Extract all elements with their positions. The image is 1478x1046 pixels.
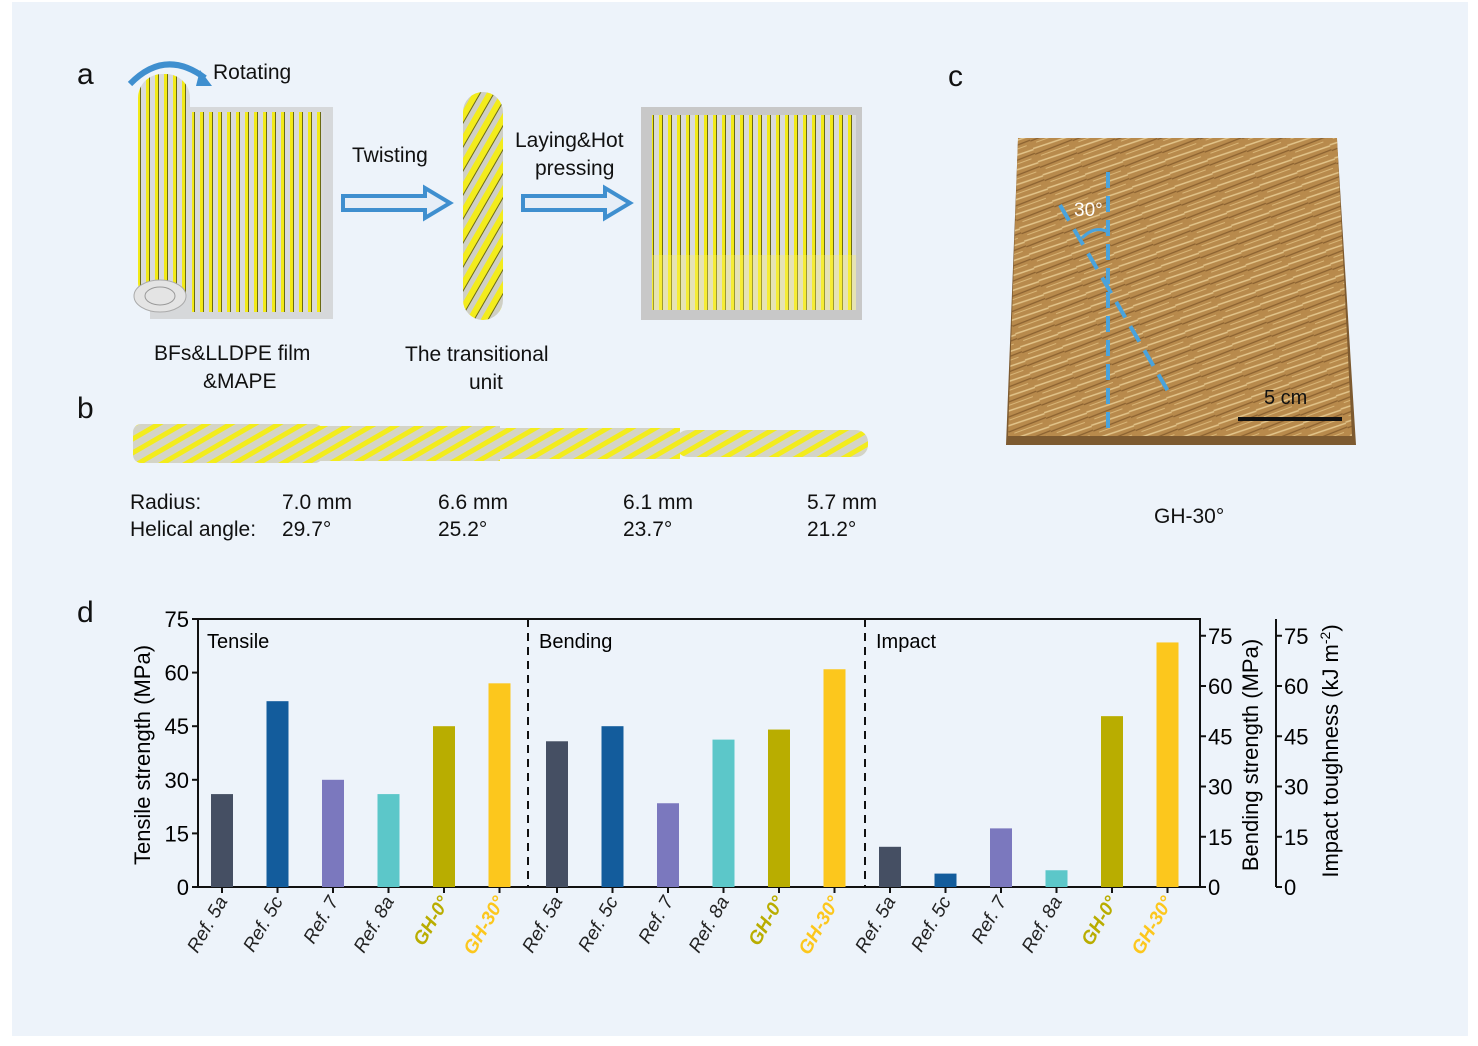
impact-axis-tick-label: 0 — [1284, 875, 1296, 900]
unit-label: The transitional — [405, 343, 549, 366]
x-axis-category-label: Ref. 8a — [1018, 893, 1067, 957]
angle-value: 25.2° — [438, 518, 488, 541]
bar-tensile — [433, 726, 455, 887]
panel-label-a: a — [77, 58, 94, 91]
bending-axis-tick-label: 45 — [1208, 724, 1232, 749]
panel-label-b: b — [77, 392, 94, 425]
x-axis-category-label: Ref. 5a — [519, 893, 568, 957]
x-axis-category-label: GH-30° — [1128, 893, 1178, 959]
impact-axis-tick-label: 45 — [1284, 724, 1308, 749]
bending-axis-tick-label: 0 — [1208, 875, 1220, 900]
bar-impact — [1045, 870, 1068, 887]
x-axis-category-label: Ref. 5a — [184, 893, 233, 957]
radius-value: 6.6 mm — [438, 491, 509, 514]
scale-bar — [1238, 417, 1342, 421]
bar-impact — [1156, 642, 1179, 887]
radius-value: 6.1 mm — [623, 491, 694, 514]
laying-label: Laying&Hot — [515, 129, 624, 152]
x-axis-category-label: Ref. 7 — [968, 892, 1012, 948]
rotating-arrow-icon — [127, 61, 207, 87]
x-axis-category-label: GH-0° — [410, 893, 455, 950]
materials-label: BFs&LLDPE film — [154, 342, 311, 365]
pressing-arrow-icon — [521, 184, 634, 222]
bar-impact — [990, 828, 1012, 887]
sample-caption: GH-30° — [1154, 505, 1225, 528]
bar-bending — [768, 729, 790, 887]
materials-label-2: &MAPE — [203, 370, 277, 393]
bar-bending — [657, 803, 679, 887]
left-axis-label: Tensile strength (MPa) — [130, 645, 155, 865]
bar-tensile — [211, 794, 233, 887]
bar-bending — [546, 741, 568, 887]
panel-label-d: d — [77, 596, 94, 629]
left-axis-tick-label: 75 — [165, 607, 189, 632]
panel-label-c: c — [948, 60, 963, 93]
impact-axis-tick-label: 60 — [1284, 674, 1308, 699]
impact-axis-label: Impact toughness (kJ m-2) — [1317, 624, 1343, 877]
x-axis-category-label: Ref. 5c — [240, 893, 289, 956]
left-axis-tick-label: 0 — [177, 875, 189, 900]
angle-value: 21.2° — [807, 518, 857, 541]
bar-tensile — [266, 701, 289, 887]
radius-value: 5.7 mm — [807, 491, 878, 514]
bending-axis-tick-label: 15 — [1208, 825, 1232, 850]
bending-axis-tick-label: 75 — [1208, 624, 1232, 649]
bar-tensile — [377, 794, 400, 887]
fiber-roll — [138, 74, 190, 306]
bar-tensile — [488, 683, 511, 887]
impact-axis-tick-label: 75 — [1284, 624, 1308, 649]
left-axis-tick-label: 30 — [165, 768, 189, 793]
bar-bending — [823, 669, 846, 887]
bar-impact — [1101, 716, 1123, 887]
bar-bending — [601, 726, 624, 887]
rotating-label: Rotating — [213, 61, 292, 84]
bending-axis-label: Bending strength (MPa) — [1238, 639, 1263, 871]
unit-label-2: unit — [469, 371, 503, 394]
group-title: Bending — [539, 631, 612, 653]
x-axis-category-label: GH-30° — [795, 893, 845, 959]
group-title: Impact — [876, 631, 936, 653]
bending-axis-tick-label: 60 — [1208, 674, 1232, 699]
angle-annotation: 30° — [1074, 200, 1103, 221]
plot-frame — [197, 618, 1201, 888]
bending-axis-tick-label: 30 — [1208, 775, 1232, 800]
impact-axis-tick-label: 15 — [1284, 825, 1308, 850]
impact-axis-tick-label: 30 — [1284, 775, 1308, 800]
x-axis-category-label: GH-0° — [1078, 893, 1123, 950]
left-axis-tick-label: 60 — [165, 661, 189, 686]
gh30-sample-photo — [1006, 138, 1356, 445]
left-axis-tick-label: 15 — [165, 821, 189, 846]
angle-value: 29.7° — [282, 518, 332, 541]
x-axis-category-label: Ref. 7 — [635, 892, 679, 948]
left-axis-tick-label: 45 — [165, 714, 189, 739]
pressing-label: pressing — [535, 157, 615, 180]
x-axis-category-label: Ref. 5c — [575, 893, 624, 956]
bar-bending — [712, 739, 735, 887]
x-axis-category-label: Ref. 8a — [350, 893, 399, 957]
x-axis-category-label: Ref. 8a — [685, 893, 734, 957]
x-axis-category-label: Ref. 7 — [300, 892, 344, 948]
x-axis-category-label: Ref. 5c — [908, 893, 957, 956]
scale-bar-label: 5 cm — [1264, 387, 1308, 409]
bar-impact — [879, 846, 901, 887]
helical-angle-label: Helical angle: — [130, 518, 257, 541]
x-axis-category-label: GH-0° — [745, 893, 790, 950]
helical-rod-illustration — [133, 424, 868, 463]
radius-label: Radius: — [130, 491, 202, 514]
bar-impact — [934, 873, 957, 887]
transitional-unit-rod — [463, 92, 503, 320]
x-axis-category-label: GH-30° — [460, 893, 510, 959]
bar-tensile — [322, 779, 344, 887]
angle-arc — [1080, 228, 1109, 240]
angle-value: 23.7° — [623, 518, 673, 541]
fiber-direction-line — [1058, 203, 1174, 400]
twisting-arrow-icon — [341, 184, 454, 222]
radius-value: 7.0 mm — [282, 491, 353, 514]
x-axis-category-label: Ref. 5a — [852, 893, 901, 957]
group-title: Tensile — [207, 631, 269, 653]
twisting-label: Twisting — [352, 144, 428, 167]
